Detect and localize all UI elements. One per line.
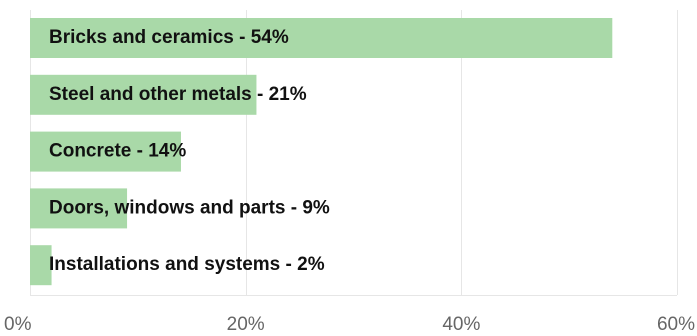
bar-3 (30, 188, 128, 229)
x-tick-label-0: 0% (4, 314, 32, 335)
bar-label-4: Installations and systems - 2% (49, 254, 325, 275)
bar-label-0: Bricks and ceramics - 54% (49, 27, 289, 48)
bars (30, 18, 613, 286)
bar-labels: Bricks and ceramics - 54% Steel and other… (49, 27, 330, 275)
bar-label-3: Doors, windows and parts - 9% (49, 197, 330, 218)
x-tick-label-1: 20% (227, 314, 265, 335)
x-tick-label-2: 40% (442, 314, 480, 335)
bar-4 (30, 245, 52, 286)
x-axis-ticks: 0% 20% 40% 60% (4, 314, 695, 335)
bar-label-1: Steel and other metals - 21% (49, 84, 307, 105)
bar-2 (30, 131, 181, 172)
bar-label-2: Concrete - 14% (49, 141, 186, 162)
bar-1 (30, 74, 257, 115)
bar-0 (30, 18, 613, 58)
x-tick-label-3: 60% (657, 314, 695, 335)
